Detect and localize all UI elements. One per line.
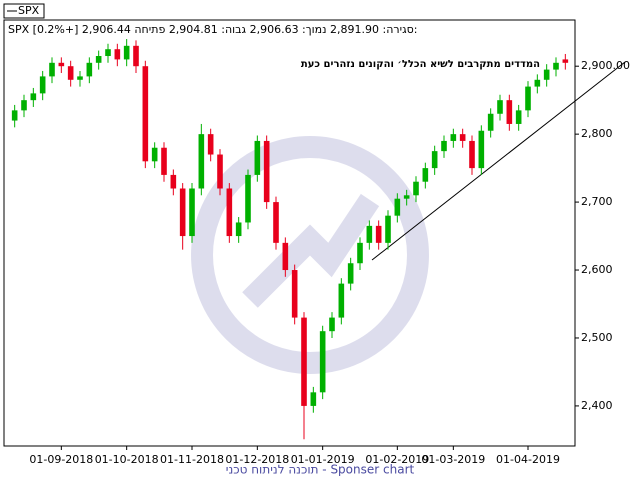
candle-body <box>469 140 475 169</box>
candle-body <box>123 45 130 60</box>
x-tick-label: 01-04-2019 <box>496 453 560 466</box>
candle-body <box>487 113 494 131</box>
candle-body <box>245 174 251 223</box>
x-tick-label: 01-10-2018 <box>95 453 159 466</box>
candle-body <box>497 100 503 114</box>
trend-line <box>371 61 626 261</box>
candle-body <box>394 198 401 216</box>
candle-body <box>525 86 531 111</box>
candle-body <box>347 263 354 284</box>
candle-body <box>431 151 438 169</box>
candle-body <box>478 130 485 169</box>
y-tick-label: 2,500 <box>581 331 613 344</box>
candle-body <box>58 62 65 67</box>
candle-body <box>207 134 214 155</box>
x-tick-label: 01-01-2019 <box>291 453 355 466</box>
candle-body <box>235 222 242 237</box>
candle-body <box>543 69 550 80</box>
candle-body <box>151 147 158 162</box>
candle-body <box>49 62 55 77</box>
candle-body <box>422 168 429 182</box>
candle-body <box>450 134 457 141</box>
candle-body <box>506 100 513 124</box>
candle-body <box>263 140 270 203</box>
plot-frame <box>3 19 576 447</box>
candle-body <box>534 79 541 87</box>
candle-body <box>553 62 559 70</box>
candle-body <box>77 76 83 80</box>
candle-body <box>310 392 317 406</box>
info-bar: SPX [0.2%+] 2,906.44 סגירה: 2,891.90 נמו… <box>8 23 417 36</box>
candle-body <box>198 134 205 189</box>
candle-body <box>562 59 569 63</box>
candle-body <box>133 45 139 67</box>
candle-body <box>105 49 111 57</box>
candle-body <box>366 225 373 243</box>
y-tick-label: 2,900.00 <box>581 59 630 72</box>
candle-body <box>301 317 307 406</box>
candle-body <box>254 140 261 175</box>
x-tick-label: 01-02-2019 <box>365 453 429 466</box>
candle-body <box>30 93 37 101</box>
candle-body <box>142 66 149 162</box>
y-tick-label: 2,400 <box>581 399 613 412</box>
annotation: המדדים מתקרבים לשיא הכלל׳ והקונים נזהרים… <box>301 59 540 70</box>
x-tick-label: 01-03-2019 <box>421 453 485 466</box>
candle-body <box>357 242 363 264</box>
candle-body <box>179 188 186 237</box>
legend-box <box>3 3 45 19</box>
y-tick-label: 2,700 <box>581 195 613 208</box>
candle-body <box>273 202 279 243</box>
candle-body <box>441 140 447 152</box>
candle-body <box>217 154 223 189</box>
candle-body <box>413 181 419 196</box>
candle-body <box>95 56 102 63</box>
candle-body <box>114 49 121 60</box>
y-tick-label: 2,600 <box>581 263 613 276</box>
candle-body <box>67 66 74 80</box>
candle-body <box>459 134 466 141</box>
candle-body <box>39 76 46 94</box>
watermark <box>191 136 429 374</box>
candle-body <box>86 62 93 77</box>
x-tick-label: 01-09-2018 <box>29 453 93 466</box>
candle-body <box>515 110 522 124</box>
candle-body <box>282 242 289 271</box>
legend-label: SPX <box>18 4 40 17</box>
candle-body <box>189 188 195 237</box>
footer: תוכנה לניתוח טכני - Sponser chart <box>226 463 415 477</box>
candle-body <box>291 270 298 318</box>
candle-body <box>319 331 326 393</box>
x-tick-label: 01-12-2018 <box>225 453 289 466</box>
candle-body <box>338 283 345 318</box>
y-tick-label: 2,800 <box>581 127 613 140</box>
candle-body <box>385 215 391 243</box>
candle-body <box>226 188 233 237</box>
candle-body <box>170 174 177 189</box>
x-tick-label: 01-11-2018 <box>160 453 224 466</box>
candle-body <box>11 110 18 121</box>
candle-body <box>21 100 27 111</box>
candle-body <box>403 195 410 199</box>
candle-body <box>375 225 382 243</box>
candle-body <box>161 147 167 175</box>
candle-body <box>329 317 335 332</box>
